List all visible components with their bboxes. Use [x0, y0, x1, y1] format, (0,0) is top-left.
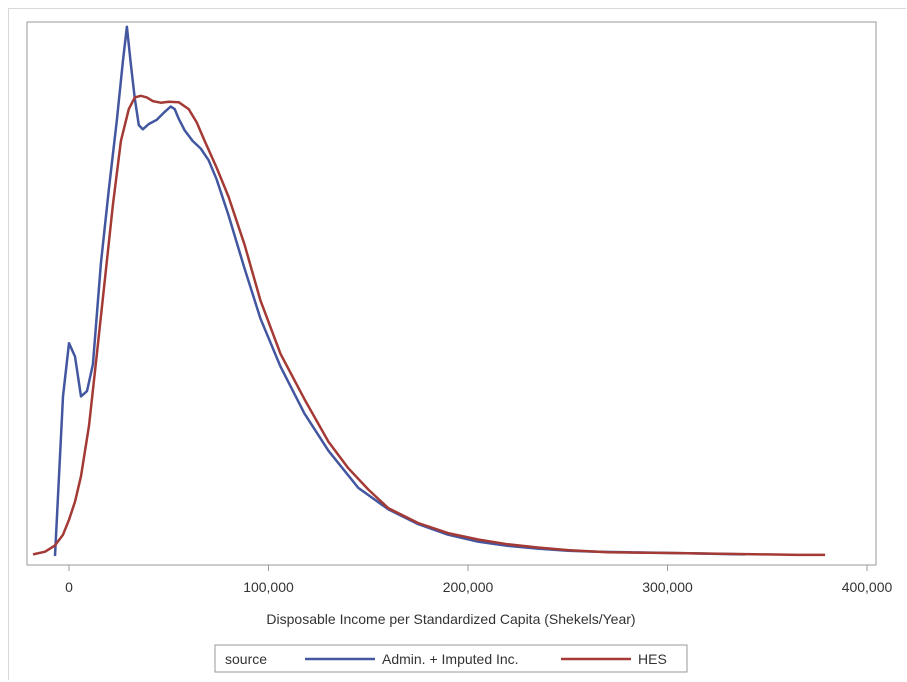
- series-layer: [32, 25, 826, 557]
- x-axis-label: Disposable Income per Standardized Capit…: [266, 611, 635, 627]
- x-tick-label: 200,000: [443, 579, 494, 595]
- graph-frame: [8, 8, 906, 680]
- series-line-admin: [53, 25, 746, 557]
- x-tick-label: 400,000: [842, 579, 893, 595]
- x-tick-label: 300,000: [642, 579, 693, 595]
- x-tick-label: 100,000: [243, 579, 294, 595]
- x-axis: 0 100,000 200,000 300,000 400,000: [27, 564, 893, 595]
- plot-area-border: [26, 21, 877, 566]
- x-tick-label: 0: [65, 579, 73, 595]
- legend: source Admin. + Imputed Inc. HES: [214, 644, 688, 673]
- legend-title: source: [225, 651, 267, 667]
- legend-label-hes: HES: [638, 651, 667, 667]
- legend-label-admin: Admin. + Imputed Inc.: [382, 651, 519, 667]
- series-line-hes: [32, 94, 826, 557]
